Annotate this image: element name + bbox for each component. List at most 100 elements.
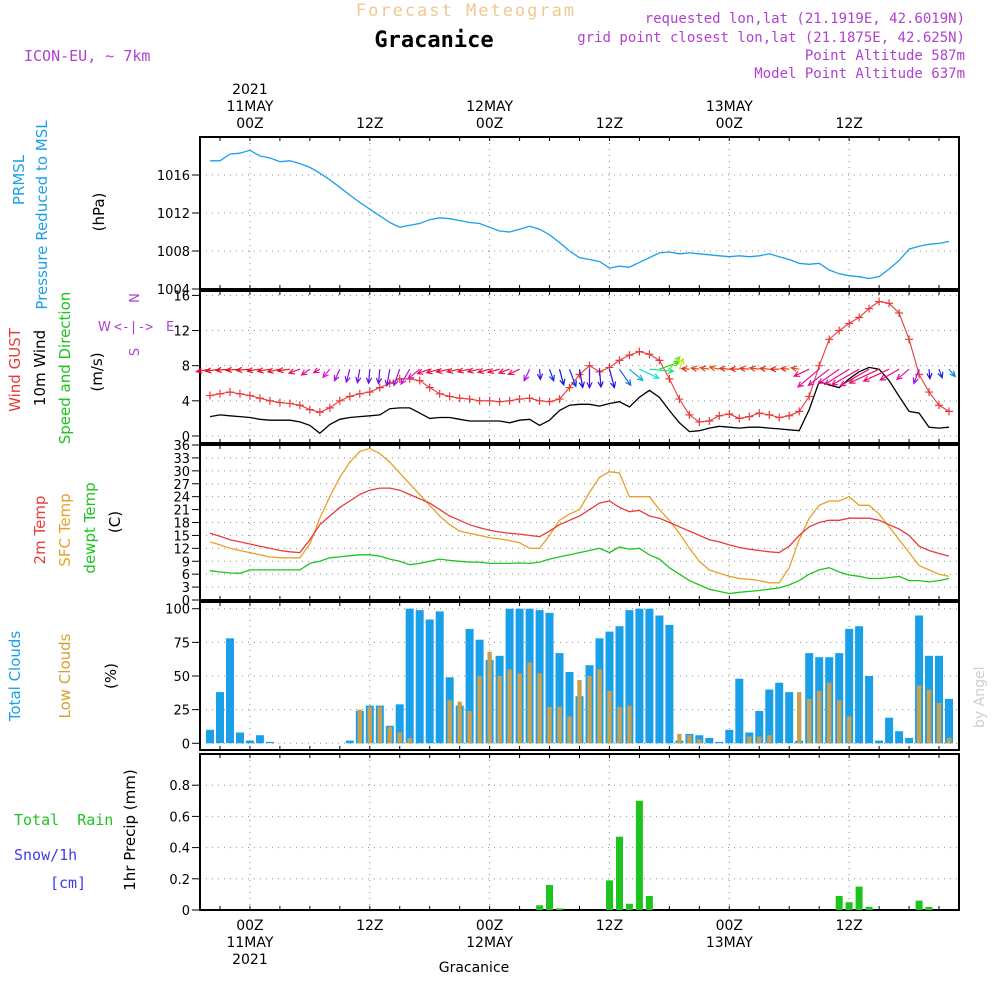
clouds-y-tick-label: 75 [173, 636, 190, 651]
total-cloud-bar [855, 626, 864, 744]
temp-y-tick-label: 33 [173, 452, 190, 467]
time-label-top: 12Z [835, 116, 862, 132]
gust-marker [755, 409, 764, 418]
time-label-top: 00Z [236, 116, 263, 132]
wind-direction-arrow [629, 368, 644, 382]
low-cloud-bar [407, 737, 412, 744]
model-label: ICON-EU, ~ 7km [24, 47, 150, 65]
wind-label: (m/s) [88, 352, 106, 391]
low-cloud-bar [946, 737, 952, 744]
low-cloud-bar [597, 669, 602, 744]
wind-direction-arrow [680, 365, 690, 373]
wind-direction-arrow [748, 365, 760, 372]
total-cloud-bar [206, 729, 214, 744]
pressure-y-tick-label: 1016 [157, 169, 190, 184]
total-cloud-bar [895, 731, 904, 744]
total-cloud-bar [435, 611, 444, 744]
total-cloud-bar [785, 692, 794, 744]
low-cloud-bar [936, 702, 942, 744]
low-cloud-bar [397, 732, 402, 744]
time-label-bottom: 11MAY [226, 935, 273, 951]
gust-marker [655, 356, 664, 365]
rain-bar [606, 880, 613, 910]
gust-marker [795, 407, 804, 416]
time-label-bottom: 13MAY [706, 935, 753, 951]
rain-bar [625, 903, 633, 910]
rain-bar [835, 896, 843, 910]
low-cloud-bar [567, 716, 572, 744]
gust-marker [565, 383, 574, 392]
wind-direction-arrow [246, 367, 260, 374]
wind-direction-arrow [926, 369, 933, 381]
watermark: by Angel [972, 667, 988, 728]
gust-marker [805, 392, 814, 401]
time-label-bottom: 12Z [835, 918, 862, 934]
clouds-y-tick-label: 50 [173, 670, 190, 685]
wind-direction-arrow [792, 368, 810, 377]
clouds-y-tick-label: 100 [165, 603, 190, 618]
gust-marker [875, 297, 884, 306]
wind-direction-arrow [578, 369, 585, 389]
gust-marker [375, 383, 384, 392]
gust-marker [525, 394, 534, 403]
wind-y-tick-label: 16 [173, 289, 190, 304]
wind-direction-arrow [779, 365, 790, 373]
low-cloud-bar [547, 706, 552, 744]
low-cloud-bar [487, 651, 492, 744]
total-cloud-bar [425, 619, 434, 744]
pressure-label: PRMSL [10, 154, 28, 205]
wind-direction-arrow [597, 369, 604, 389]
gust-marker [205, 391, 214, 400]
time-label-bottom: 00Z [716, 918, 743, 934]
wind-direction-arrow [678, 357, 685, 370]
wind-compass: W <-|-> E N S [98, 293, 174, 356]
gust-marker [685, 410, 694, 419]
wind-direction-arrow [586, 369, 593, 390]
wind-direction-arrow [523, 368, 531, 382]
rain-bar [915, 900, 923, 910]
temp-label: SFC Temp [56, 493, 74, 566]
gust-marker [445, 392, 454, 401]
wind-frame [199, 290, 960, 444]
gust-marker [855, 313, 864, 322]
wind-direction-arrow [830, 368, 860, 386]
pressure-label: Pressure Reduced to MSL [33, 120, 51, 310]
low-cloud-bar [697, 739, 702, 744]
precip-y-tick-label: 0 [182, 904, 190, 919]
wind-direction-arrow [668, 355, 681, 370]
gust-marker [885, 299, 894, 308]
clouds-y-tick-label: 0 [182, 737, 190, 752]
compass-east: E [166, 320, 174, 335]
clouds-label: (%) [102, 663, 120, 689]
wind-direction-arrow [817, 368, 840, 385]
wind-direction-arrow [300, 368, 311, 376]
low-cloud-bar [617, 706, 622, 744]
low-cloud-bar [517, 673, 522, 744]
footer-location: Gracanice [439, 960, 510, 976]
gust-marker [395, 374, 404, 383]
wind-direction-arrow [507, 368, 520, 376]
precip-frame [199, 753, 960, 911]
time-label-bottom: 12Z [356, 918, 383, 934]
wind-panel: 0 4 8 12 16 Wind GUST 10m Wind Speed and Direct… [6, 289, 960, 445]
total-cloud-bar [715, 741, 724, 744]
low-cloud-bar [527, 662, 532, 744]
wind-direction-arrow [618, 368, 632, 387]
low-cloud-bar [497, 676, 502, 744]
low-cloud-bar [627, 705, 632, 744]
time-label-bottom: 2021 [232, 952, 268, 968]
temp-y-tick-label: 27 [173, 478, 190, 493]
temp-label: dewpt Temp [81, 482, 99, 573]
wind-direction-arrow [456, 367, 470, 374]
gust-marker [345, 392, 354, 401]
total-cloud-bar [935, 655, 943, 744]
point-altitude: Point Altitude 587m [805, 48, 965, 64]
temp-y-tick-label: 6 [182, 568, 190, 583]
low-cloud-bar [916, 685, 922, 744]
precip-axis-label: 1hr Precip (mm) [121, 769, 139, 890]
rain-bar [616, 836, 623, 910]
gust-marker [745, 412, 754, 421]
time-label-bottom: 12MAY [466, 935, 513, 951]
wind-direction-arrow [416, 368, 430, 375]
